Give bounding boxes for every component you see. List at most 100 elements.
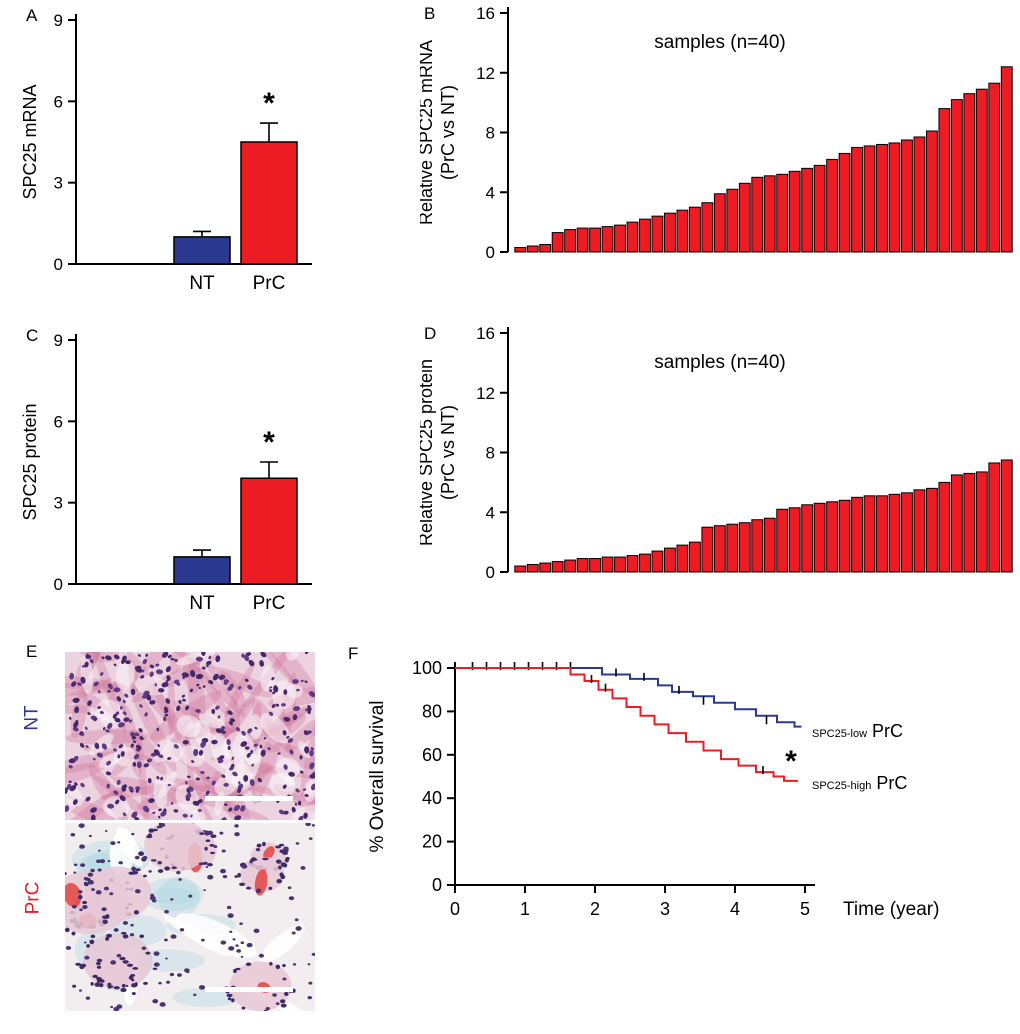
significance-star: * [263, 87, 275, 120]
sample-bar [651, 550, 664, 573]
sample-bar [826, 501, 839, 573]
x-axis-label: Time (year) [843, 899, 939, 920]
svg-text:0: 0 [450, 899, 460, 919]
sample-bar [763, 517, 776, 573]
sample-bar [975, 88, 988, 253]
svg-text:Relative SPC25 protein: Relative SPC25 protein [420, 359, 436, 546]
sample-bar [701, 526, 714, 573]
histology-label-prc: PrC [22, 881, 44, 915]
sample-bar [601, 226, 614, 253]
sample-bar [526, 245, 539, 253]
sample-bar [925, 487, 938, 573]
sample-bar [988, 82, 1001, 253]
svg-text:0: 0 [486, 243, 495, 262]
svg-text:100: 100 [412, 658, 442, 678]
svg-text:80: 80 [422, 701, 442, 721]
sample-bar [551, 232, 564, 253]
sample-bar [988, 462, 1001, 573]
svg-text:16: 16 [476, 324, 495, 343]
sample-bar [888, 493, 901, 573]
sample-bar [876, 143, 888, 253]
sample-bar [776, 173, 789, 253]
sample-bar [539, 562, 552, 573]
sample-bar [676, 544, 689, 573]
svg-text:20: 20 [422, 832, 442, 852]
sample-bar [576, 227, 589, 253]
sample-bar [813, 164, 826, 253]
sample-bar [564, 229, 577, 253]
sample-bar [713, 193, 726, 253]
svg-text:12: 12 [476, 64, 495, 83]
svg-text:2: 2 [590, 899, 600, 919]
sample-bar [863, 145, 876, 253]
sample-bar [589, 227, 602, 253]
svg-text:3: 3 [54, 494, 63, 513]
sample-bar [751, 519, 764, 573]
sample-bar [551, 561, 564, 573]
svg-text:SPC25 mRNA: SPC25 mRNA [20, 84, 40, 199]
sample-bar [564, 559, 577, 573]
sample-bar [851, 146, 863, 253]
svg-text:% Overall survival: % Overall survival [367, 700, 388, 852]
sample-bar [639, 553, 651, 573]
scale-bar [205, 987, 293, 992]
sample-bar [651, 215, 664, 253]
svg-text:3: 3 [660, 899, 670, 919]
sample-bar [726, 523, 739, 573]
significance-star: * [263, 426, 275, 459]
sample-bar [664, 547, 676, 573]
svg-text:3: 3 [54, 174, 63, 193]
waterfall-chart-mrna-samples: 0 4 8 12 16 samples (n=40) Relative SPC25 mRNA… [420, 4, 1013, 262]
sample-bar [913, 136, 926, 253]
sample-bar [788, 170, 801, 253]
sample-bar [851, 496, 863, 573]
samples-note: samples (n=40) [654, 32, 785, 53]
svg-text:8: 8 [486, 124, 495, 143]
legend-SPC25-low: SPC25-low PrC [812, 721, 903, 741]
km-survival-chart: 0 20 40 60 80 100 0 1 2 3 4 5 Time (year) SPC25-low P… [367, 658, 939, 920]
sample-bar [838, 499, 851, 573]
km-curve-SPC25-low [455, 667, 802, 728]
svg-text:0: 0 [54, 255, 63, 274]
sample-bar [688, 541, 701, 573]
panel-label-c: C [26, 326, 39, 345]
sample-bar [539, 244, 552, 253]
histology-image-prc [65, 823, 315, 1011]
sample-bar [526, 564, 539, 573]
sample-bar [601, 556, 614, 573]
svg-text:60: 60 [422, 745, 442, 765]
bar-nt [173, 236, 231, 265]
sample-bar [813, 502, 826, 573]
km-curve-SPC25-high [455, 667, 798, 782]
sample-bar [963, 472, 976, 573]
svg-text:4: 4 [486, 183, 495, 202]
legend-SPC25-high: SPC25-high PrC [812, 773, 907, 793]
svg-text:NT: NT [189, 593, 215, 614]
sample-bar [938, 108, 951, 253]
svg-text:0: 0 [432, 875, 442, 895]
svg-text:PrC: PrC [253, 593, 286, 614]
sample-bar [614, 224, 626, 253]
sample-bar [763, 175, 776, 253]
sample-bar [950, 474, 963, 573]
sample-bar [664, 212, 676, 253]
svg-text:4: 4 [730, 899, 740, 919]
sample-bar [751, 176, 764, 253]
bar-prc [240, 477, 298, 585]
panel-label-f: F [348, 644, 359, 663]
svg-text:9: 9 [54, 331, 63, 350]
sample-bar [738, 522, 751, 573]
sample-bar [514, 247, 527, 253]
sample-bar [688, 206, 701, 253]
sample-bar [838, 152, 851, 253]
sample-bar [639, 218, 651, 253]
svg-text:6: 6 [54, 412, 63, 431]
panel-label-e: E [26, 642, 38, 661]
svg-text:(PrC vs NT): (PrC vs NT) [438, 405, 458, 500]
sample-bar [876, 495, 888, 573]
sample-bar [576, 558, 589, 573]
svg-text:(PrC vs NT): (PrC vs NT) [438, 85, 458, 180]
sample-bar [901, 139, 913, 253]
bar-nt [173, 556, 231, 585]
